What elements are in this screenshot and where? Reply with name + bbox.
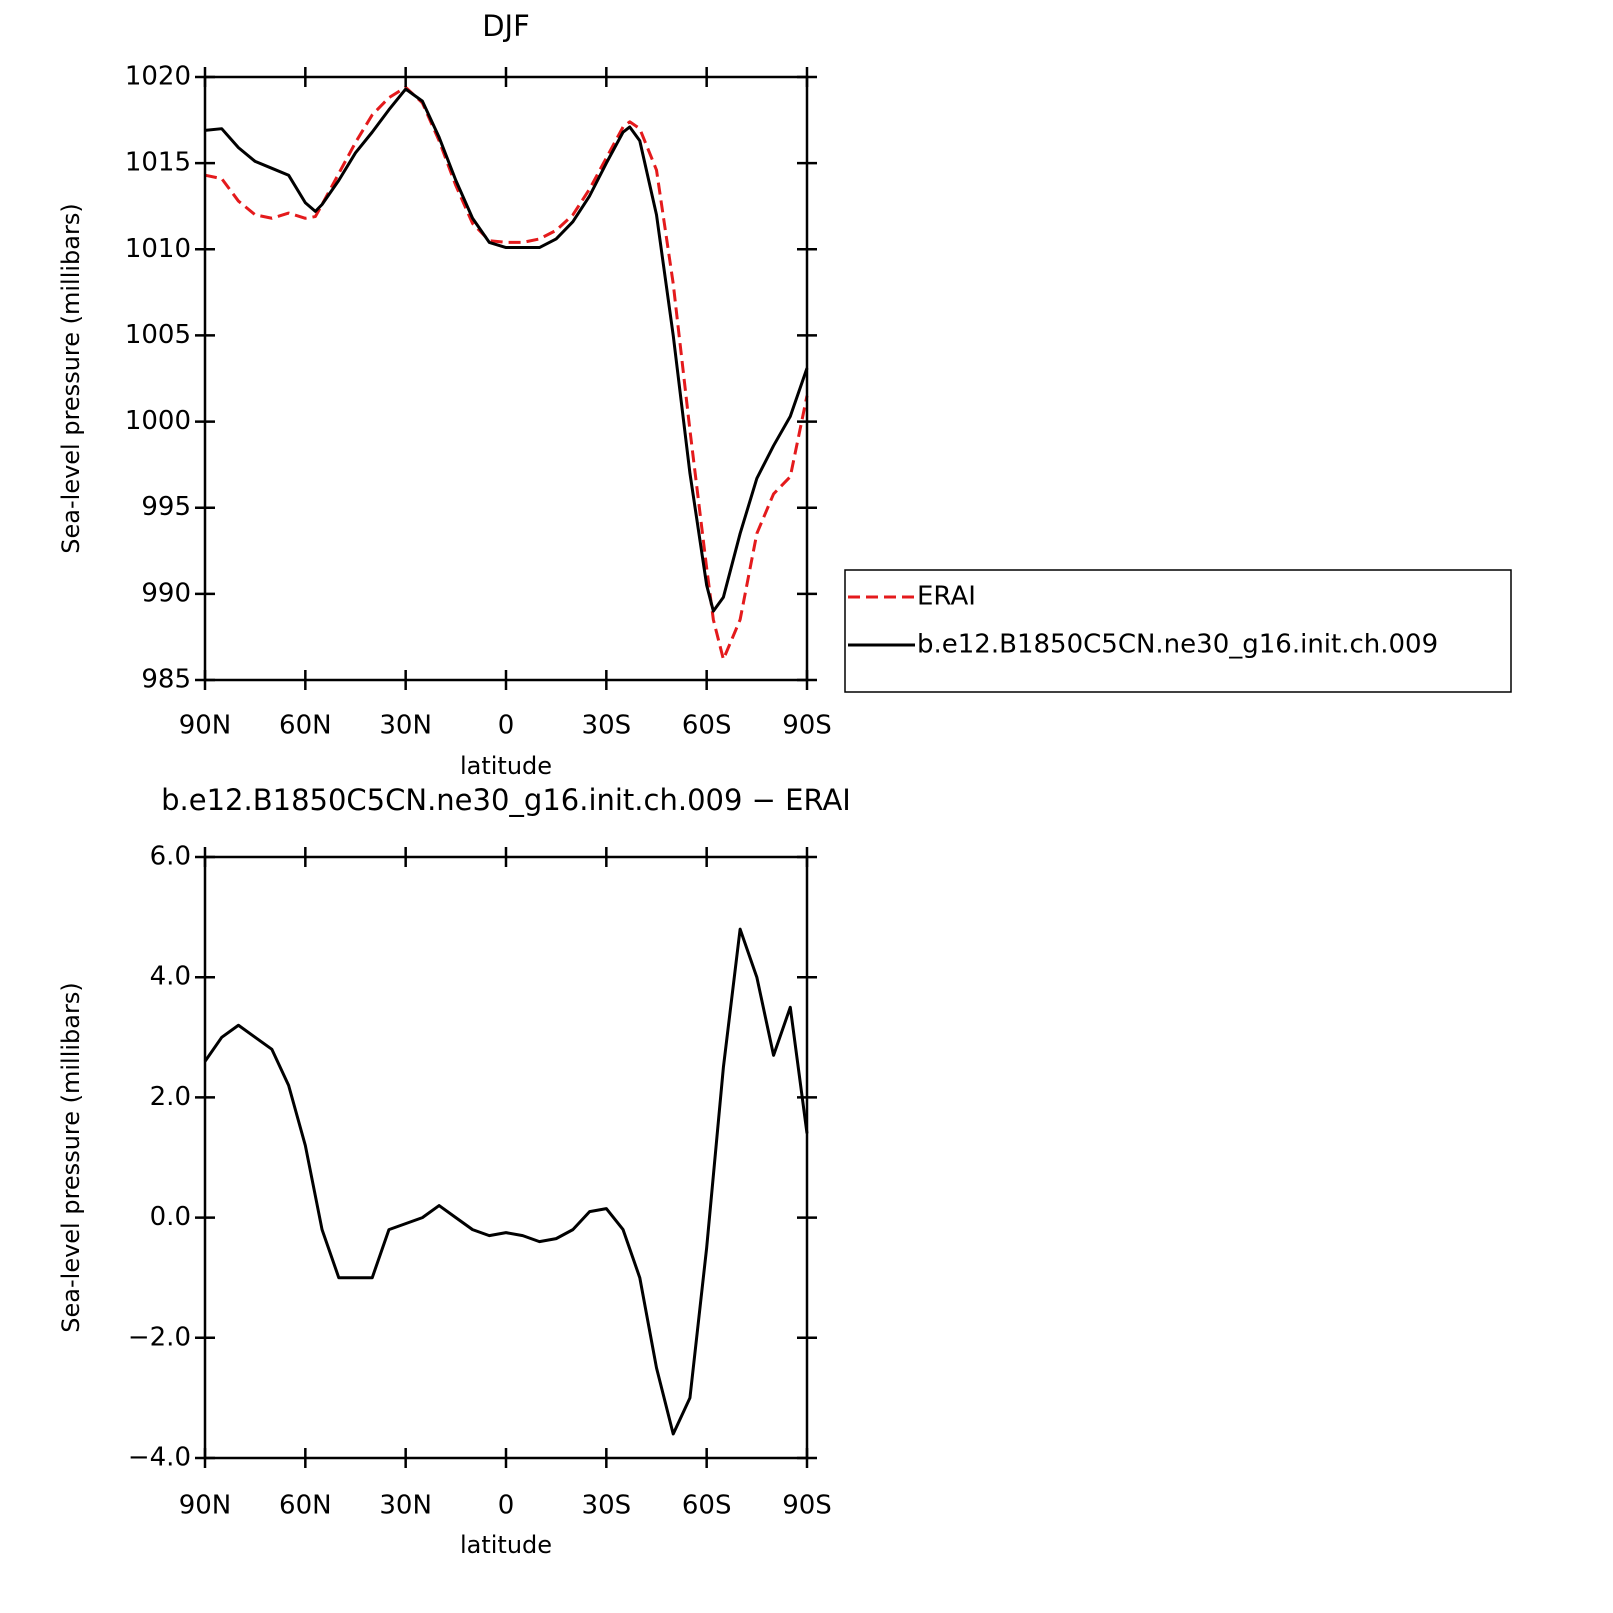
x-tick-label: 60N (279, 711, 332, 741)
x-tick-label: 0 (498, 711, 515, 741)
x-tick-label: 30S (582, 1491, 632, 1521)
legend: ERAI b.e12.B1850C5CN.ne30_g16.init.ch.009 (844, 569, 1512, 693)
y-axis-label: Sea-level pressure (millibars) (57, 203, 85, 553)
y-tick-label: 6.0 (150, 842, 191, 872)
x-tick-label: 0 (498, 1491, 515, 1521)
chart-title: DJF (482, 9, 530, 43)
y-tick-label: 1015 (125, 148, 191, 178)
y-tick-label: 990 (141, 578, 191, 608)
x-tick-label: 90N (179, 711, 232, 741)
y-tick-label: 1000 (125, 406, 191, 436)
y-tick-label: 995 (141, 492, 191, 522)
panel: DJF latitude Sea-level pressure (millibars… (57, 9, 1512, 780)
legend-box (844, 569, 1512, 693)
x-tick-label: 90S (782, 1491, 832, 1521)
y-tick-label: 1005 (125, 320, 191, 350)
x-tick-label: 90N (179, 1491, 232, 1521)
y-tick-label: 1010 (125, 234, 191, 264)
chart-title: b.e12.B1850C5CN.ne30_g16.init.ch.009 − E… (161, 783, 851, 817)
y-tick-label: −2.0 (128, 1322, 191, 1352)
y-axis-label: Sea-level pressure (millibars) (57, 982, 85, 1332)
legend-label: b.e12.B1850C5CN.ne30_g16.init.ch.009 (917, 630, 1438, 660)
x-tick-label: 30N (379, 711, 432, 741)
x-axis-label: latitude (460, 1531, 552, 1559)
y-tick-label: 0.0 (150, 1202, 191, 1232)
series-line (204, 87, 809, 613)
x-tick-label: 60S (682, 711, 732, 741)
series-line (204, 85, 809, 661)
x-axis-label: latitude (460, 752, 552, 780)
panel: b.e12.B1850C5CN.ne30_g16.init.ch.009 − E… (57, 783, 851, 1559)
plot-frame (203, 855, 809, 1460)
x-tick-label: 30S (582, 711, 632, 741)
y-tick-label: 985 (141, 665, 191, 695)
y-tick-label: 2.0 (150, 1082, 191, 1112)
x-tick-label: 90S (782, 711, 832, 741)
x-tick-label: 30N (379, 1491, 432, 1521)
series-line (203, 927, 809, 1436)
y-tick-label: −4.0 (128, 1443, 191, 1473)
y-tick-label: 4.0 (150, 962, 191, 992)
x-tick-label: 60S (682, 1491, 732, 1521)
legend-label: ERAI (917, 582, 976, 612)
plot-frame (203, 75, 809, 682)
x-tick-label: 60N (279, 1491, 332, 1521)
y-tick-label: 1020 (125, 62, 191, 92)
